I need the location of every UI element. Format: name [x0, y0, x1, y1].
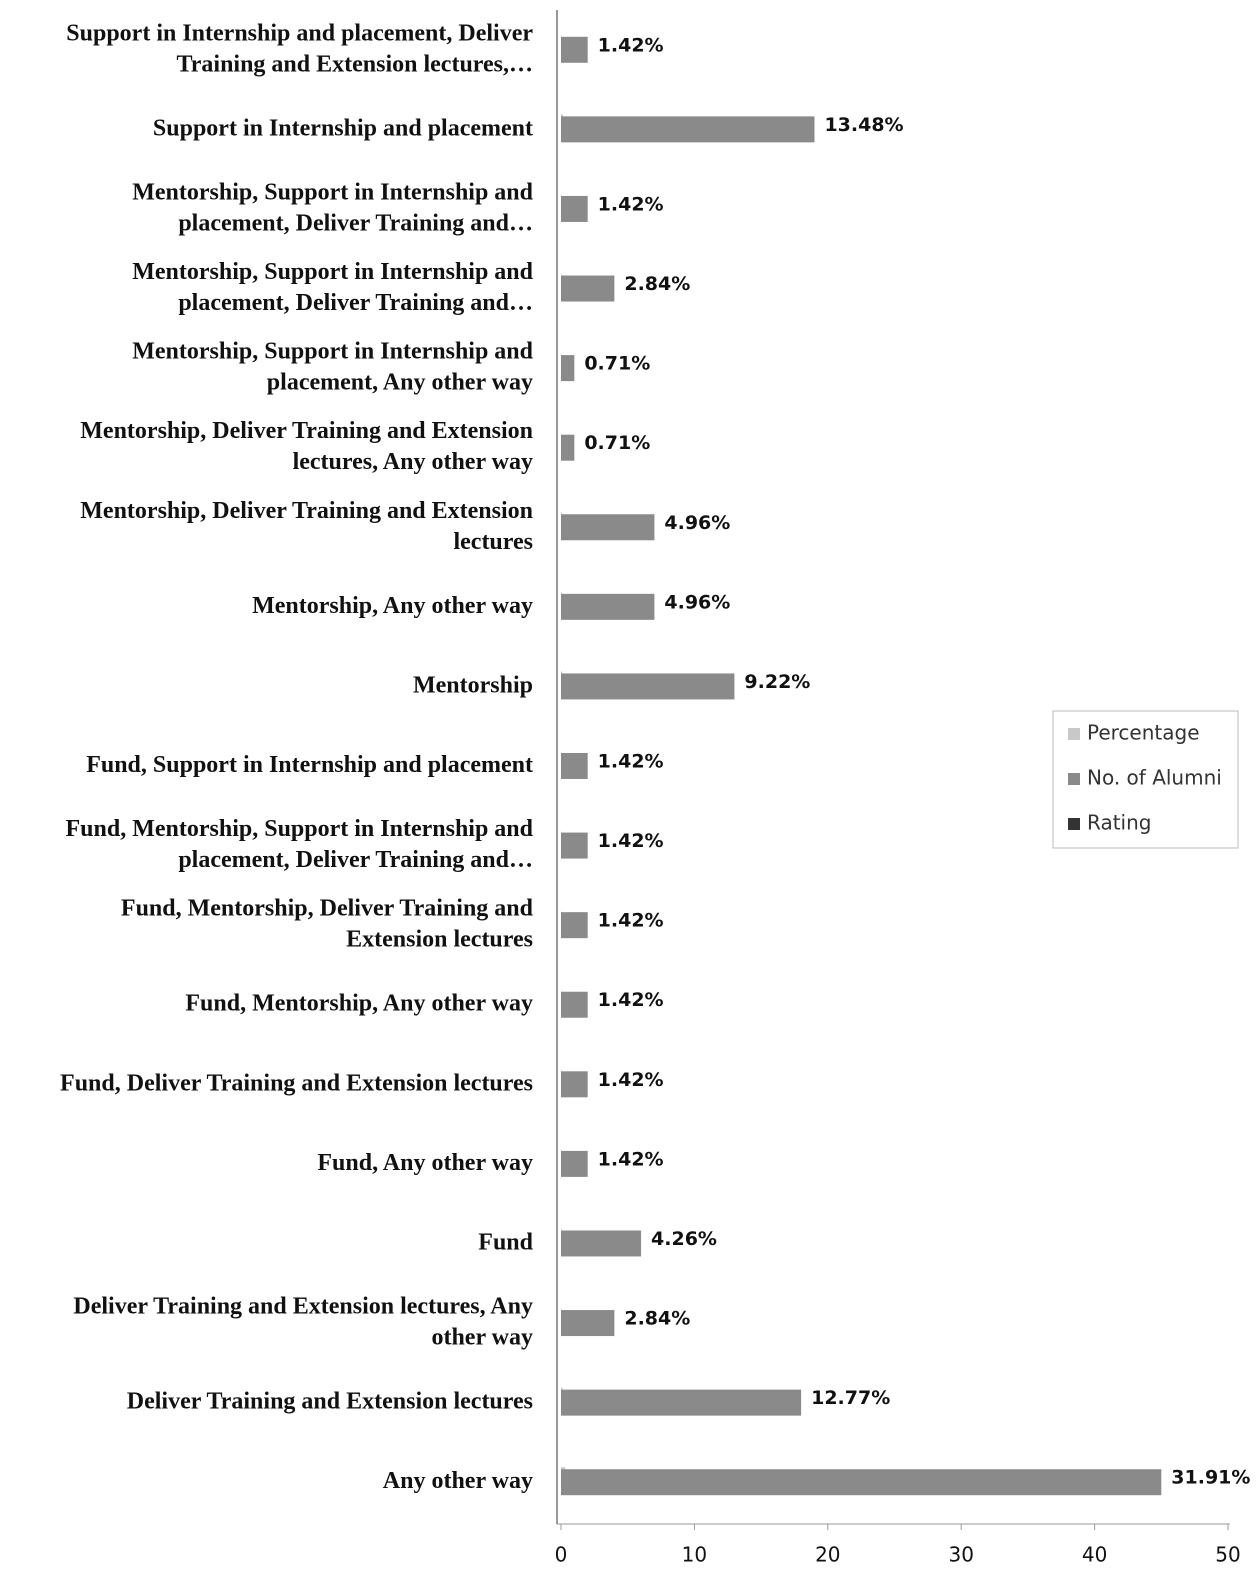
- x-tick-label: 50: [1215, 1543, 1240, 1567]
- y-tick-label: Fund, Mentorship, Deliver Training and Ex…: [121, 895, 534, 952]
- legend-label: Rating: [1087, 811, 1151, 835]
- bar: [561, 514, 655, 541]
- bar: [561, 1310, 615, 1337]
- y-tick-label: Mentorship, Support in Internship and pla…: [132, 179, 533, 236]
- legend-swatch: [1068, 818, 1080, 830]
- data-label: 4.26%: [651, 1228, 717, 1250]
- data-label: 9.22%: [744, 671, 810, 693]
- y-tick-label: Mentorship, Deliver Training and Extensi…: [80, 418, 533, 475]
- x-tick-label: 0: [555, 1543, 568, 1567]
- y-tick-label: Mentorship, Deliver Training and Extensi…: [80, 497, 533, 554]
- bar: [561, 195, 588, 222]
- bar: [561, 673, 735, 700]
- y-tick-label: Mentorship, Any other way: [252, 592, 533, 618]
- data-label: 1.42%: [598, 193, 664, 215]
- y-tick-label: Fund, Deliver Training and Extension lec…: [60, 1070, 533, 1096]
- legend-swatch: [1068, 728, 1080, 740]
- bar: [561, 116, 815, 143]
- data-label: 1.42%: [598, 1069, 664, 1091]
- y-tick-label: Deliver Training and Extension lectures,…: [73, 1293, 533, 1350]
- bar: [561, 593, 655, 620]
- y-tick-label: Fund, Mentorship, Support in Internship …: [66, 816, 534, 873]
- bar: [561, 355, 575, 382]
- bar: [561, 275, 615, 302]
- y-tick-label: Fund, Mentorship, Any other way: [185, 990, 533, 1016]
- legend-label: No. of Alumni: [1087, 766, 1222, 790]
- bar: [561, 991, 588, 1018]
- bar: [561, 912, 588, 939]
- data-label: 1.42%: [598, 830, 664, 852]
- data-label: 1.42%: [598, 751, 664, 773]
- data-label: 4.96%: [664, 512, 730, 534]
- legend-swatch: [1068, 773, 1080, 785]
- y-tick-label: Mentorship, Support in Internship and pla…: [132, 259, 533, 316]
- legend-box: [1052, 710, 1239, 849]
- y-tick-label: Fund, Support in Internship and placemen…: [86, 752, 533, 778]
- data-label: 0.71%: [584, 353, 650, 375]
- data-label: 1.42%: [598, 989, 664, 1011]
- y-tick-label: Support in Internship and placement: [153, 115, 533, 141]
- y-tick-label: Mentorship: [413, 672, 533, 698]
- x-tick-label: 10: [682, 1543, 707, 1567]
- bar: [561, 1071, 588, 1098]
- data-label: 13.48%: [824, 114, 903, 136]
- y-tick-label: Fund: [478, 1229, 533, 1255]
- y-tick-label: Support in Internship and placement, Del…: [66, 20, 533, 77]
- bar: [561, 1389, 802, 1416]
- bar: [561, 1230, 642, 1257]
- bar: [561, 753, 588, 779]
- data-label: 0.71%: [584, 432, 650, 454]
- data-label: 2.84%: [624, 273, 690, 295]
- bar: [561, 1150, 588, 1177]
- data-label: 1.42%: [598, 910, 664, 932]
- y-tick-label: Mentorship, Support in Internship and pla…: [132, 338, 533, 395]
- data-label: 12.77%: [811, 1387, 890, 1409]
- data-label: 1.42%: [598, 34, 664, 56]
- bar: [561, 1469, 1162, 1496]
- bar: [561, 36, 588, 63]
- bar: [561, 434, 575, 461]
- data-label: 2.84%: [624, 1308, 690, 1330]
- y-tick-label: Fund, Any other way: [317, 1149, 533, 1175]
- y-tick-label: Any other way: [383, 1468, 533, 1494]
- y-tick-label: Deliver Training and Extension lectures: [127, 1388, 533, 1414]
- data-label: 1.42%: [598, 1148, 664, 1170]
- x-tick-label: 20: [815, 1543, 840, 1567]
- x-tick-label: 30: [948, 1543, 973, 1567]
- bar: [561, 832, 588, 859]
- data-label: 31.91%: [1171, 1467, 1250, 1489]
- x-tick-label: 40: [1082, 1543, 1107, 1567]
- data-label: 4.96%: [664, 591, 730, 613]
- legend-label: Percentage: [1087, 721, 1200, 745]
